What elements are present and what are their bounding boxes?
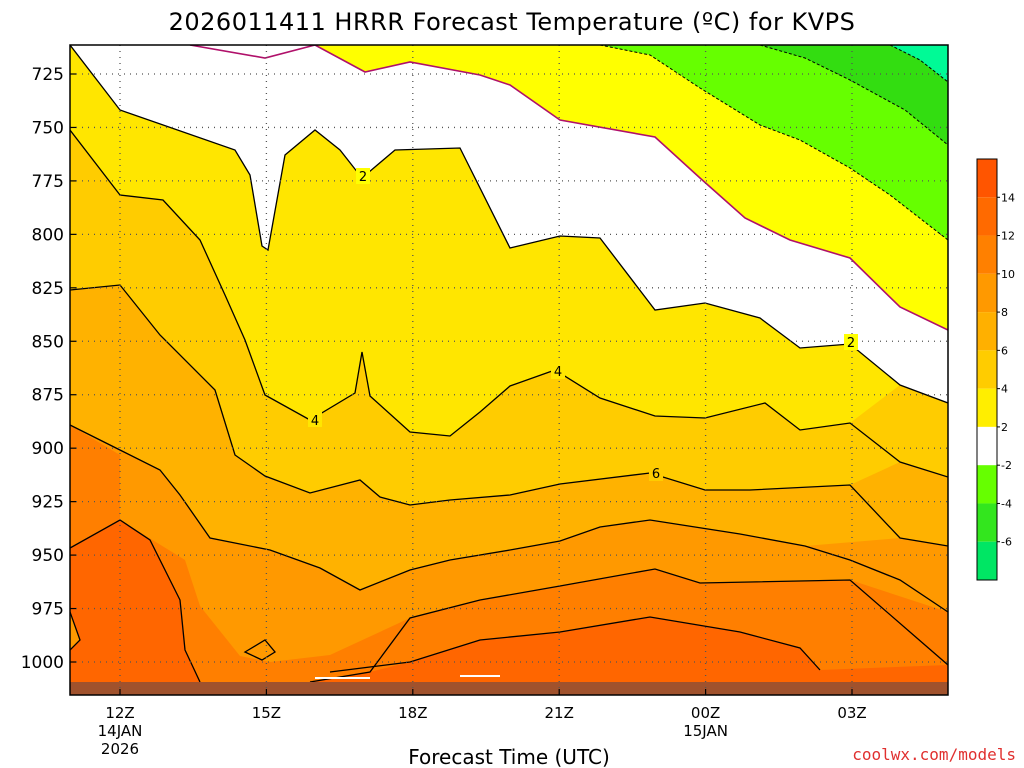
colorbar-label: -2 — [1001, 459, 1012, 472]
band-neg6 — [890, 45, 948, 82]
contour-labels: 2 4 4 6 2 — [308, 168, 858, 482]
contour-neg4 — [759, 45, 948, 146]
colorbar-label: 14 — [1001, 191, 1015, 204]
colorbar-cell — [977, 465, 997, 504]
colorbar-cell — [977, 197, 997, 236]
band-white — [70, 45, 948, 403]
colorbar-cell — [977, 273, 997, 313]
contour-label-1: 2 — [359, 170, 367, 185]
x-axis-title: Forecast Time (UTC) — [408, 745, 610, 768]
contour-12c — [329, 616, 821, 673]
x-tick-label: 15Z — [252, 704, 281, 722]
contour-lines — [70, 45, 948, 683]
colorbar-label: 12 — [1001, 230, 1015, 243]
contour-neg6 — [889, 45, 948, 83]
contour-label-4: 6 — [652, 467, 660, 482]
contour-left-edge — [70, 611, 81, 651]
colorbar-label: 10 — [1001, 268, 1015, 281]
x-tick-label: 00Z — [691, 704, 720, 722]
ground-strip — [70, 682, 948, 695]
colorbar: 14 12 10 8 6 4 2 -2 -4 -6 — [976, 158, 1015, 581]
credit-text: coolwx.com/models — [852, 745, 1016, 764]
x-tick-year: 2026 — [101, 740, 139, 758]
contour-4c — [70, 129, 948, 478]
negative-contours — [599, 45, 948, 241]
contour-label-5: 2 — [847, 336, 855, 351]
chart-title: 2026011411 HRRR Forecast Temperature (ºC… — [169, 8, 856, 36]
x-tick-date: 14JAN — [98, 722, 143, 740]
colorbar-label: 6 — [1001, 344, 1008, 357]
colorbar-cell — [977, 426, 997, 466]
contour-8c — [70, 424, 948, 613]
grid-lines — [70, 45, 948, 695]
colorbar-frame — [976, 158, 998, 581]
colorbar-cell — [977, 350, 997, 389]
plot-frame — [69, 44, 949, 696]
colorbar-cell — [977, 235, 997, 274]
colorbar-label: 2 — [1001, 421, 1008, 434]
colorbar-label: -6 — [1001, 536, 1012, 549]
contour-neg2 — [599, 45, 948, 241]
y-tick-label: 925 — [32, 493, 64, 513]
freezing-line — [189, 45, 948, 331]
temperature-bands — [70, 45, 948, 695]
contour-2c — [70, 45, 948, 404]
x-tick-label: 21Z — [545, 704, 574, 722]
colorbar-label: 8 — [1001, 306, 1008, 319]
y-tick-label: 850 — [32, 332, 64, 352]
contour-label-3: 4 — [554, 365, 562, 380]
colorbar-cell — [977, 159, 997, 198]
y-tick-label: 800 — [32, 225, 64, 245]
colorbar-cell — [977, 541, 997, 580]
y-tick-label: 900 — [32, 439, 64, 459]
y-axis-ticks: 725 750 775 800 825 850 875 900 925 950 975 1000 — [21, 65, 76, 673]
colorbar-cell — [977, 503, 997, 542]
colorbar-cell — [977, 312, 997, 351]
y-tick-label: 950 — [32, 546, 64, 566]
y-tick-label: 1000 — [21, 653, 64, 673]
contour-10c — [70, 519, 201, 683]
colorbar-label: 4 — [1001, 383, 1008, 396]
x-tick-label: 18Z — [398, 704, 427, 722]
band-neg4 — [760, 45, 948, 145]
y-tick-label: 775 — [32, 172, 64, 192]
contour-6c — [70, 284, 948, 547]
y-tick-label: 725 — [32, 65, 64, 85]
contour-10c-b — [309, 568, 948, 683]
y-tick-label: 750 — [32, 118, 64, 138]
y-tick-label: 975 — [32, 600, 64, 620]
x-tick-date: 15JAN — [683, 722, 728, 740]
band-neg2 — [600, 45, 948, 240]
contour-label-2: 4 — [311, 414, 319, 429]
colorbar-label: -4 — [1001, 497, 1012, 510]
colorbar-cell — [977, 388, 997, 427]
x-tick-label: 12Z — [105, 704, 134, 722]
x-tick-label: 03Z — [837, 704, 866, 722]
contour-small-loop — [243, 639, 276, 661]
y-tick-label: 825 — [32, 279, 64, 299]
y-tick-label: 875 — [32, 386, 64, 406]
